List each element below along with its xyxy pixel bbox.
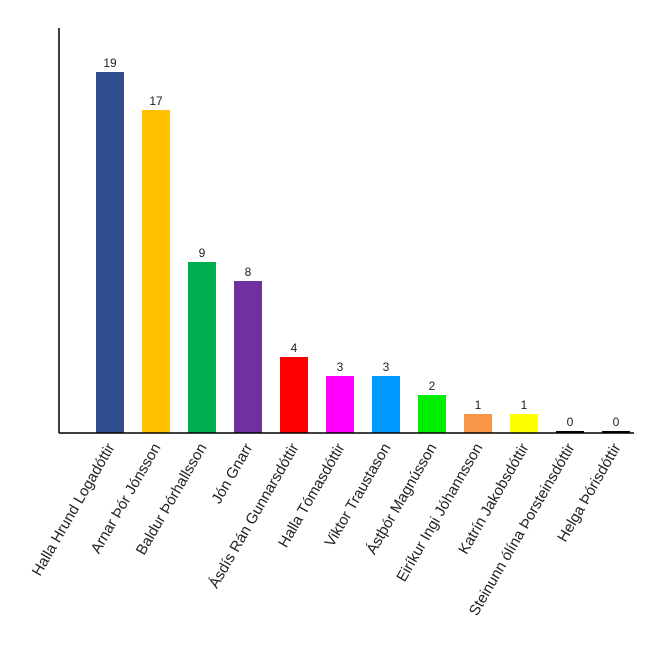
bar-asdis-ran-gunnarsdottir	[280, 357, 308, 433]
value-label-steinunn-olina-orsteinsdottir: 0	[567, 415, 574, 429]
bar-arnar-or-jonsson	[142, 110, 170, 433]
value-label-jon-gnarr: 8	[245, 265, 252, 279]
bar-jon-gnarr	[234, 281, 262, 433]
value-label-baldur-orhallsson: 9	[199, 246, 206, 260]
bar-helga-orisdottir	[602, 431, 630, 433]
bar-katrin-jakobsdottir	[510, 414, 538, 433]
value-label-viktor-traustason: 3	[383, 360, 390, 374]
bar-viktor-traustason	[372, 376, 400, 433]
bar-halla-hrund-logadottir	[96, 72, 124, 433]
value-label-ast-or-magnusson: 2	[429, 379, 436, 393]
value-label-eirikur-ingi-johannsson: 1	[475, 398, 482, 412]
value-labels-group: 19 17 9 8 4 3 3 2 1 1 0 0	[103, 56, 619, 429]
value-label-halla-hrund-logadottir: 19	[103, 56, 117, 70]
bar-steinunn-olina-orsteinsdottir	[556, 431, 584, 433]
category-label-eirikur-ingi-johannsson: Eiríkur Ingi Jóhannsson	[393, 441, 486, 585]
value-label-helga-orisdottir: 0	[613, 415, 620, 429]
bar-eirikur-ingi-johannsson	[464, 414, 492, 433]
value-label-arnar-or-jonsson: 17	[149, 94, 163, 108]
value-label-asdis-ran-gunnarsdottir: 4	[291, 341, 298, 355]
bar-baldur-orhallsson	[188, 262, 216, 433]
category-label-halla-hrund-logadottir: Halla Hrund Logadóttir	[29, 441, 119, 579]
bar-halla-tomasdottir	[326, 376, 354, 433]
category-label-asdis-ran-gunnarsdottir: Ásdís Rán Gunnarsdóttir	[206, 440, 303, 591]
value-label-halla-tomasdottir: 3	[337, 360, 344, 374]
category-label-jon-gnarr: Jón Gnarr	[208, 441, 256, 507]
value-label-katrin-jakobsdottir: 1	[521, 398, 528, 412]
bar-ast-or-magnusson	[418, 395, 446, 433]
bars-group	[96, 72, 630, 433]
